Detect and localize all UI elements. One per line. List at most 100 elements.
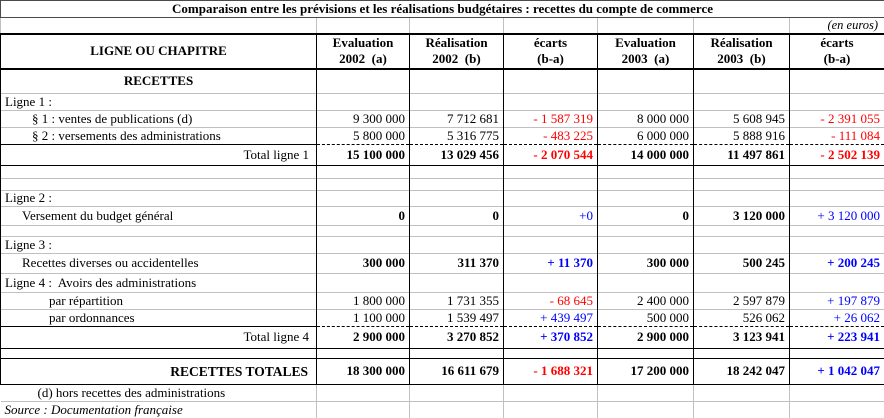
header-evaluation-2002: Evaluation 2002 (a) xyxy=(316,32,410,70)
cell-value: 0 xyxy=(316,206,410,226)
table-row-l1p1: § 1 : ventes de publications (d) 9 300 0… xyxy=(0,110,884,128)
cell-value: 18 300 000 xyxy=(316,358,410,385)
empty-cell xyxy=(503,348,598,359)
header-line: Evaluation xyxy=(615,35,676,51)
cell-value: 2 597 879 xyxy=(693,292,790,310)
empty-cell xyxy=(503,93,598,111)
header-line: Evaluation xyxy=(332,35,394,51)
total-label: Total ligne 4 xyxy=(0,326,317,349)
empty-cell xyxy=(597,190,694,207)
empty-cell xyxy=(503,68,598,94)
empty-cell xyxy=(789,384,884,402)
empty-cell xyxy=(409,165,504,179)
total-row-ligne4: Total ligne 4 2 900 000 3 270 852 + 370 … xyxy=(0,326,884,349)
empty-cell xyxy=(597,178,694,191)
section-row-recettes: RECETTES xyxy=(0,68,884,94)
empty-cell xyxy=(597,93,694,111)
row-label: Recettes diverses ou accidentelles xyxy=(0,253,317,274)
empty-cell xyxy=(316,384,410,402)
cell-value: 3 123 941 xyxy=(693,326,790,349)
empty-cell xyxy=(693,401,790,418)
table-row-ligne3: Ligne 3 : xyxy=(0,236,884,254)
cell-value: 5 608 945 xyxy=(693,110,790,128)
cell-value: 5 888 916 xyxy=(693,127,790,145)
empty-cell xyxy=(503,225,598,237)
header-realisation-2002: Réalisation 2002 (b) xyxy=(409,32,504,70)
cell-value: 8 000 000 xyxy=(597,110,694,128)
table-row-ligne4: Ligne 4 : Avoirs des administrations xyxy=(0,273,884,293)
empty-cell xyxy=(789,68,884,94)
cell-value: 2 900 000 xyxy=(597,326,694,349)
cell-value: + 3 120 000 xyxy=(789,206,884,226)
table-row-l2: Versement du budget général 0 0 +0 0 3 1… xyxy=(0,206,884,226)
header-ecarts-2003: écarts (b-a) xyxy=(789,32,884,70)
spacer-cell xyxy=(693,17,790,34)
table-row: (en euros) xyxy=(0,17,884,34)
empty-cell xyxy=(409,273,504,293)
empty-cell xyxy=(597,348,694,359)
empty-cell xyxy=(693,190,790,207)
cell-value: 6 000 000 xyxy=(597,127,694,145)
empty-cell xyxy=(597,236,694,254)
empty-cell xyxy=(409,190,504,207)
table-row-l4p1: par répartition 1 800 000 1 731 355 - 68… xyxy=(0,292,884,310)
cell-value: - 111 084 xyxy=(789,127,884,145)
empty-cell xyxy=(409,93,504,111)
empty-cell xyxy=(316,178,410,191)
row-label: Ligne 3 : xyxy=(0,236,317,254)
cell-value: - 2 070 544 xyxy=(503,144,598,166)
empty-cell xyxy=(597,273,694,293)
empty-cell xyxy=(0,225,317,237)
empty-cell xyxy=(789,348,884,359)
cell-value: 1 800 000 xyxy=(316,292,410,310)
empty-cell xyxy=(316,225,410,237)
empty-cell xyxy=(693,236,790,254)
grand-total-label: RECETTES TOTALES xyxy=(0,358,317,385)
empty-cell xyxy=(316,273,410,293)
empty-cell xyxy=(316,93,410,111)
empty-cell xyxy=(789,93,884,111)
cell-value: 17 200 000 xyxy=(597,358,694,385)
cell-value: 5 800 000 xyxy=(316,127,410,145)
empty-cell xyxy=(693,178,790,191)
cell-value: 0 xyxy=(409,206,504,226)
header-line: 2002 (a) xyxy=(339,51,387,66)
header-line: 2003 (b) xyxy=(717,51,766,66)
cell-value: 16 611 679 xyxy=(409,358,504,385)
empty-row xyxy=(0,348,884,359)
cell-value: - 1 587 319 xyxy=(503,110,598,128)
header-line: Réalisation xyxy=(425,35,488,51)
cell-value: 2 900 000 xyxy=(316,326,410,349)
header-row: LIGNE OU CHAPITRE Evaluation 2002 (a) Ré… xyxy=(0,32,884,70)
row-label: Versement du budget général xyxy=(0,206,317,226)
row-label: Ligne 2 : xyxy=(0,190,317,207)
spacer-cell xyxy=(316,17,410,34)
empty-cell xyxy=(789,273,884,293)
empty-cell xyxy=(316,348,410,359)
empty-row xyxy=(0,165,884,179)
total-label: Total ligne 1 xyxy=(0,144,317,166)
cell-value: 500 000 xyxy=(597,309,694,327)
empty-cell xyxy=(316,190,410,207)
table-title: Comparaison entre les prévisions et les … xyxy=(0,0,884,18)
cell-value: + 11 370 xyxy=(503,253,598,274)
cell-value: + 200 245 xyxy=(789,253,884,274)
table-row-l4p2: par ordonnances 1 100 000 1 539 497 + 43… xyxy=(0,309,884,327)
cell-value: - 2 391 055 xyxy=(789,110,884,128)
empty-cell xyxy=(789,225,884,237)
spacer-cell xyxy=(503,17,598,34)
cell-value: 0 xyxy=(597,206,694,226)
empty-cell xyxy=(789,165,884,179)
cell-value: +0 xyxy=(503,206,598,226)
cell-value: 1 100 000 xyxy=(316,309,410,327)
empty-cell xyxy=(316,236,410,254)
empty-cell xyxy=(409,348,504,359)
empty-row xyxy=(0,178,884,191)
empty-cell xyxy=(693,348,790,359)
cell-value: 1 731 355 xyxy=(409,292,504,310)
empty-cell xyxy=(0,165,317,179)
empty-cell xyxy=(503,384,598,402)
cell-value: 18 242 047 xyxy=(693,358,790,385)
header-ligne-ou-chapitre: LIGNE OU CHAPITRE xyxy=(0,32,317,70)
header-line: 2003 (a) xyxy=(621,51,670,66)
